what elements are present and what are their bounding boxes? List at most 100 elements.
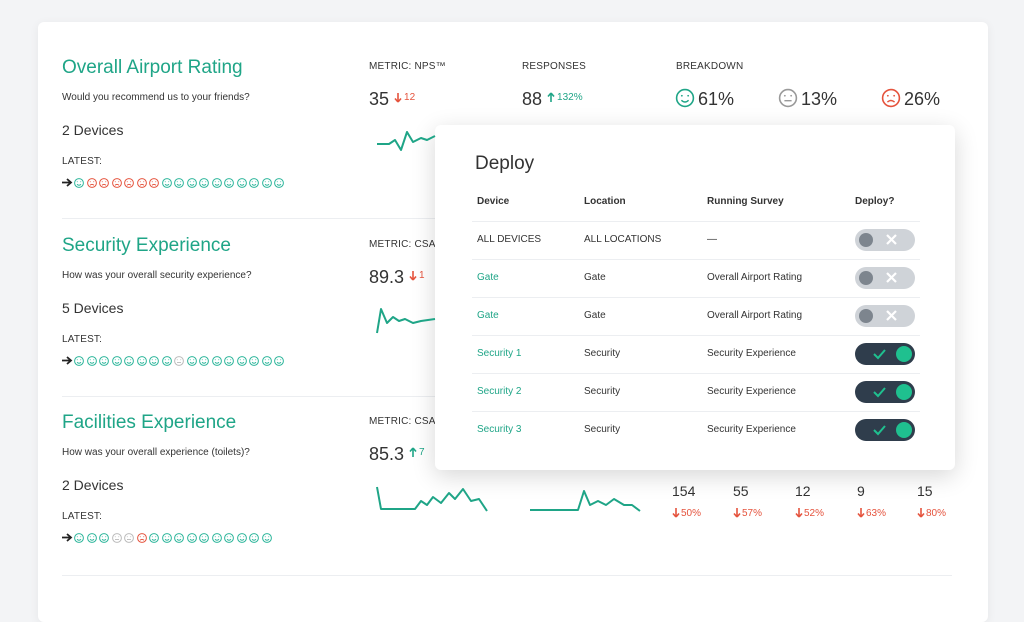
row-divider	[472, 221, 920, 222]
device-cell: ALL DEVICES	[477, 234, 542, 245]
latest-face	[174, 177, 184, 188]
arrow-icon	[62, 533, 73, 542]
latest-face	[99, 532, 109, 543]
latest-face	[136, 532, 147, 543]
latest-face	[86, 177, 97, 188]
breakdown-face	[881, 88, 901, 108]
trend-arrow	[394, 93, 402, 103]
device-count: 2 Devices	[62, 477, 124, 493]
latest-face	[149, 355, 159, 366]
device-cell[interactable]: Security 1	[477, 348, 522, 359]
row-divider	[472, 259, 920, 260]
trend-arrow	[672, 508, 680, 518]
question: How was your overall experience (toilets…	[62, 447, 250, 458]
latest-label: LATEST:	[62, 511, 103, 522]
latest-label: LATEST:	[62, 334, 103, 345]
toggle-icon	[859, 309, 897, 323]
breakdown-face	[675, 88, 695, 108]
survey-cell: Security Experience	[707, 424, 796, 435]
location-cell: Gate	[584, 310, 606, 321]
device-count: 2 Devices	[62, 122, 124, 138]
latest-face	[186, 177, 197, 188]
stat-change: 63%	[866, 508, 887, 519]
latest-face	[136, 177, 147, 188]
trend-arrow	[795, 508, 803, 518]
deploy-toggle[interactable]	[855, 419, 915, 441]
sparkline	[530, 490, 641, 512]
deploy-toggle[interactable]	[855, 381, 915, 403]
latest-face	[149, 532, 159, 543]
row-divider	[472, 297, 920, 298]
location-cell: Security	[584, 424, 621, 435]
latest-face	[261, 177, 272, 188]
deploy-toggle[interactable]	[855, 229, 915, 251]
stat-change: 50%	[681, 508, 702, 519]
survey-cell: —	[707, 234, 717, 245]
location-cell: ALL LOCATIONS	[584, 234, 662, 245]
row-divider	[472, 373, 920, 374]
stat-value: 55	[733, 483, 749, 499]
stat-change: 80%	[926, 508, 947, 519]
deploy-toggle[interactable]	[855, 305, 915, 327]
trend-arrow	[917, 508, 925, 518]
latest-face	[211, 532, 222, 543]
latest-face	[99, 355, 109, 366]
latest-face	[186, 532, 197, 543]
latest-face	[261, 355, 272, 366]
device-cell[interactable]: Gate	[477, 272, 499, 283]
survey-cell: Overall Airport Rating	[707, 272, 803, 283]
divider	[62, 575, 952, 576]
latest-face	[249, 532, 259, 543]
latest-face	[224, 355, 234, 366]
latest-face	[274, 355, 284, 366]
sparkline	[377, 131, 436, 151]
latest-face	[211, 355, 222, 366]
card-title: Security Experience	[62, 235, 231, 256]
latest-face	[124, 177, 134, 188]
device-cell[interactable]: Gate	[477, 310, 499, 321]
latest-face	[199, 177, 209, 188]
location-cell: Gate	[584, 272, 606, 283]
latest-face	[249, 177, 259, 188]
latest-face	[111, 177, 122, 188]
survey-cell: Overall Airport Rating	[707, 310, 803, 321]
metric-value: 89.3	[369, 267, 405, 287]
deploy-toggle[interactable]	[855, 343, 915, 365]
trend-arrow	[409, 447, 417, 457]
trend-arrow	[547, 92, 555, 102]
latest-face	[149, 177, 159, 188]
question: How was your overall security experience…	[62, 270, 252, 281]
stat-value: 154	[672, 483, 696, 499]
toggle-icon	[873, 422, 912, 438]
latest-face	[274, 177, 284, 188]
trend-arrow	[857, 508, 865, 518]
latest-label: LATEST:	[62, 156, 103, 167]
stat-value: 15	[917, 483, 933, 499]
device-cell[interactable]: Security 3	[477, 424, 522, 435]
metric-label: METRIC: NPS™	[369, 61, 446, 72]
breakdown-label: BREAKDOWN	[676, 61, 744, 72]
latest-face	[124, 532, 134, 543]
latest-face	[224, 177, 234, 188]
stat-value: 12	[795, 483, 811, 499]
latest-face	[124, 355, 134, 366]
toggle-icon	[873, 346, 912, 362]
metric-value: 85.3	[369, 444, 405, 464]
latest-face	[136, 355, 147, 366]
latest-face	[174, 532, 184, 543]
stat-change: 57%	[742, 508, 763, 519]
latest-face	[174, 355, 184, 366]
latest-face	[161, 532, 172, 543]
breakdown-value: 61%	[698, 89, 735, 109]
latest-face	[99, 177, 109, 188]
metric-change: 1	[419, 270, 425, 281]
dialog-title: Deploy	[475, 153, 535, 174]
stat-change: 52%	[804, 508, 825, 519]
deploy-toggle[interactable]	[855, 267, 915, 289]
breakdown-value: 13%	[801, 89, 838, 109]
device-cell[interactable]: Security 2	[477, 386, 522, 397]
toggle-icon	[859, 271, 897, 285]
latest-face	[224, 532, 234, 543]
location-cell: Security	[584, 348, 621, 359]
column-header: Running Survey	[707, 196, 784, 207]
